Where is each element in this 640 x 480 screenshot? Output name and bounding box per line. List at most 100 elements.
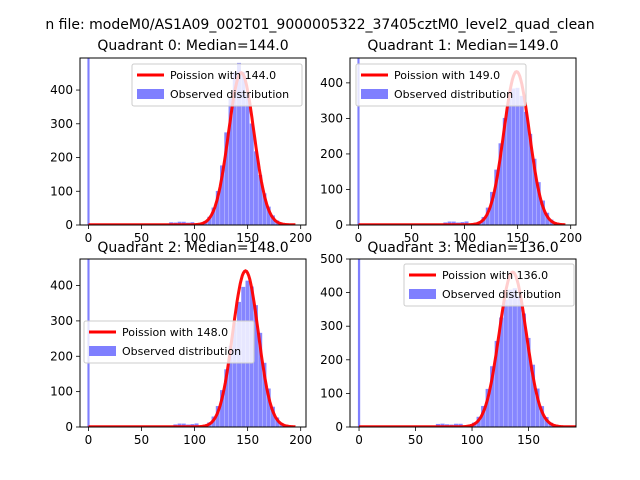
histogram-bar-zero — [357, 259, 361, 427]
histogram-bar — [224, 369, 229, 427]
panel-title: Quadrant 2: Median=148.0 — [97, 240, 288, 256]
y-tick-label: 400 — [50, 83, 73, 97]
legend-box — [403, 263, 575, 307]
x-tick-label: 50 — [134, 433, 149, 447]
histogram-bar — [515, 87, 520, 225]
histogram-bar — [262, 193, 267, 225]
histogram-bar — [447, 221, 452, 225]
x-tick-label: 100 — [461, 433, 484, 447]
histogram-bar — [494, 340, 499, 427]
x-tick-label: 150 — [506, 231, 529, 245]
histogram-bar — [481, 405, 486, 427]
y-tick-label: 200 — [50, 151, 73, 165]
x-tick-label: 200 — [289, 231, 312, 245]
histogram-bar — [232, 322, 237, 427]
legend-label: Observed distribution — [394, 88, 513, 101]
y-tick-label: 400 — [320, 286, 343, 300]
axes-frame — [79, 57, 307, 226]
panel-quadrant-0: Quadrant 0: Median=144.0 0 50 100 150 200 0 10… — [50, 38, 312, 245]
axes-frame — [349, 258, 577, 428]
panel-title: Quadrant 1: Median=149.0 — [367, 38, 558, 54]
histogram-bar-zero — [87, 58, 90, 225]
histogram-bar — [532, 158, 537, 225]
panel-title: Quadrant 3: Median=136.0 — [367, 240, 558, 256]
x-tick-label: 50 — [404, 231, 419, 245]
y-tick-label: 0 — [335, 420, 343, 434]
y-tick-label: 100 — [320, 182, 343, 196]
panel-quadrant-1: Quadrant 1: Median=149.0 0 50 100 150 200 0 10… — [320, 38, 582, 245]
histogram-bar — [232, 72, 237, 225]
histogram-bar — [245, 94, 250, 225]
histogram-bar — [215, 190, 220, 225]
histogram-bar — [485, 207, 490, 225]
axes-frame — [79, 258, 307, 428]
x-tick-label: 0 — [355, 231, 363, 245]
y-tick-label: 200 — [320, 147, 343, 161]
y-tick-label: 100 — [320, 386, 343, 400]
y-tick-label: 0 — [335, 218, 343, 232]
histogram-bar — [528, 133, 533, 225]
histogram-bar — [254, 305, 258, 427]
histogram-bar — [275, 417, 280, 427]
legend-label: Poission with 148.0 — [122, 326, 228, 339]
legend-label: Observed distribution — [122, 345, 241, 358]
histogram-bar — [249, 123, 254, 225]
x-tick-label: 50 — [408, 433, 423, 447]
legend-box — [355, 63, 527, 107]
plot-area: 0 50 100 150 200 0 100 200 300 400 Poission with 1… — [320, 57, 582, 245]
legend-hist-swatch — [409, 289, 436, 299]
legend-box — [131, 63, 303, 107]
x-tick-label: 100 — [183, 231, 206, 245]
histogram-bar — [464, 221, 469, 225]
plot-area: 0 50 100 150 0 100 200 300 400 500 Poission with 1… — [320, 252, 577, 447]
histogram-bar — [508, 289, 513, 427]
histogram-bar — [254, 151, 258, 225]
figure-suptitle: n file: modeM0/AS1A09_002T01_9000005322_… — [45, 17, 594, 33]
y-tick-label: 200 — [320, 353, 343, 367]
legend-label: Poission with 144.0 — [170, 69, 276, 82]
y-tick-label: 300 — [50, 314, 73, 328]
plot-area: 0 50 100 150 200 0 100 200 300 400 Poission with 1… — [50, 57, 312, 245]
histogram-bar — [503, 299, 508, 427]
y-tick-label: 200 — [50, 349, 73, 363]
x-tick-label: 100 — [453, 231, 476, 245]
histogram-bar — [451, 221, 456, 225]
histogram-bar — [237, 301, 241, 427]
histogram-bar — [524, 111, 528, 225]
y-tick-label: 100 — [50, 184, 73, 198]
histogram-bar — [228, 345, 233, 427]
y-tick-label: 400 — [320, 76, 343, 90]
histogram-bar — [502, 117, 507, 225]
histogram-bar — [485, 388, 490, 427]
legend-label: Poission with 149.0 — [394, 69, 500, 82]
histogram-bar — [536, 182, 541, 225]
histogram-bar — [530, 364, 536, 427]
histogram-bar — [519, 95, 524, 225]
histogram-bar — [270, 406, 275, 427]
y-tick-label: 400 — [50, 279, 73, 293]
histogram-bar — [539, 406, 545, 427]
legend-box — [83, 320, 255, 364]
histogram-bar — [490, 366, 495, 427]
y-tick-label: 300 — [320, 319, 343, 333]
legend-label: Observed distribution — [170, 88, 289, 101]
histogram-bar — [521, 313, 526, 427]
histogram-bar — [262, 362, 267, 427]
histogram-bar — [237, 62, 241, 225]
x-tick-label: 0 — [85, 231, 93, 245]
x-tick-label: 150 — [236, 433, 259, 447]
histogram-bar — [511, 88, 516, 225]
histogram-bar — [517, 296, 522, 427]
histogram-bar — [228, 98, 233, 225]
x-tick-label: 200 — [559, 231, 582, 245]
legend-hist-swatch — [137, 89, 164, 99]
histogram-bar — [535, 388, 540, 427]
histogram-bar — [220, 165, 225, 225]
legend-hist-swatch — [89, 346, 116, 356]
legend-hist-swatch — [361, 89, 388, 99]
histogram-bar — [266, 206, 271, 225]
histogram-bar — [266, 388, 271, 427]
histogram-bar — [220, 390, 225, 427]
histogram-bar — [207, 216, 212, 225]
histogram-bar — [499, 317, 504, 427]
